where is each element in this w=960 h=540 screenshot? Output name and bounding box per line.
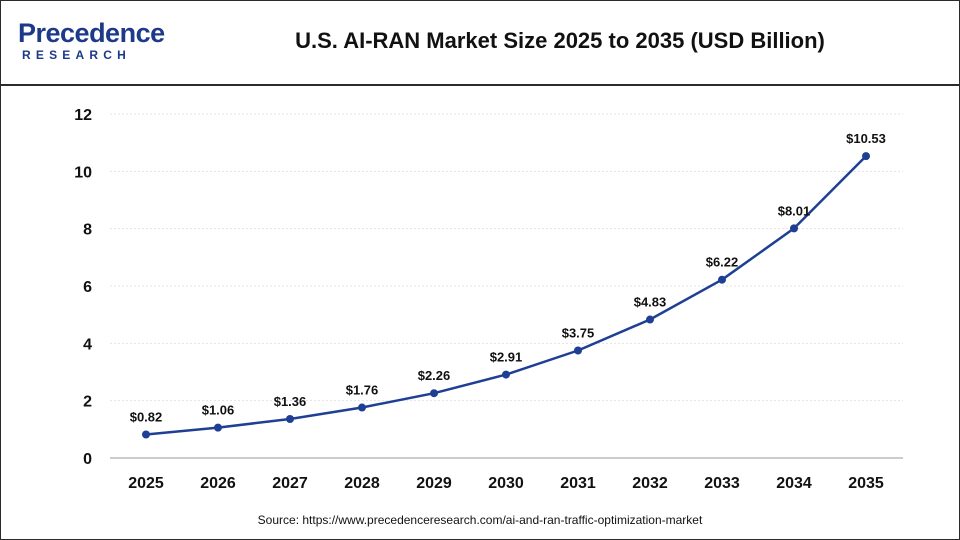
- x-tick-label: 2031: [560, 475, 596, 492]
- source-note: Source: https://www.precedenceresearch.c…: [257, 513, 703, 527]
- brand-name-bottom: RESEARCH: [22, 48, 131, 62]
- data-label: $6.22: [706, 255, 739, 270]
- data-point: [790, 224, 798, 233]
- y-tick-label: 10: [74, 164, 92, 181]
- data-point: [646, 315, 654, 324]
- data-label: $0.82: [130, 409, 163, 424]
- brand-name-top: Precedence: [18, 18, 165, 48]
- data-point: [502, 370, 510, 379]
- data-label: $2.91: [490, 350, 523, 365]
- y-tick-label: 4: [83, 336, 92, 353]
- x-tick-label: 2030: [488, 475, 524, 492]
- y-tick-label: 12: [74, 107, 92, 124]
- data-point: [286, 415, 294, 424]
- x-tick-label: 2035: [848, 475, 884, 492]
- x-tick-label: 2028: [344, 475, 380, 492]
- data-label: $1.06: [202, 403, 235, 418]
- brand-logo: Precedence RESEARCH: [18, 18, 168, 66]
- data-label: $1.36: [274, 394, 307, 409]
- y-tick-label: 8: [83, 222, 92, 239]
- x-tick-label: 2027: [272, 475, 308, 492]
- x-tick-label: 2029: [416, 475, 452, 492]
- data-point: [862, 152, 870, 161]
- y-tick-label: 0: [83, 451, 92, 468]
- header: Precedence RESEARCH U.S. AI-RAN Market S…: [0, 0, 960, 86]
- line-chart: 0 2 4 6 8 10 12 2025 2026 2027 2028 2029 2030 2031 203…: [74, 107, 903, 492]
- data-point: [214, 423, 222, 432]
- data-label: $8.01: [778, 203, 811, 218]
- data-label: $2.26: [418, 368, 451, 383]
- x-tick-label: 2026: [200, 475, 236, 492]
- x-tick-label: 2025: [128, 475, 164, 492]
- data-label: $10.53: [846, 131, 886, 146]
- x-tick-label: 2032: [632, 475, 668, 492]
- y-tick-label: 6: [83, 279, 92, 296]
- data-point: [142, 430, 150, 439]
- data-point: [358, 403, 366, 412]
- data-point: [430, 389, 438, 398]
- data-label: $3.75: [562, 326, 595, 341]
- data-point: [718, 275, 726, 284]
- series-line: [145, 155, 867, 436]
- data-point: [574, 346, 582, 355]
- y-tick-label: 2: [83, 394, 92, 411]
- x-tick-label: 2034: [776, 475, 812, 492]
- data-label: $4.83: [634, 295, 667, 310]
- chart-title: U.S. AI-RAN Market Size 2025 to 2035 (US…: [295, 28, 825, 53]
- x-tick-label: 2033: [704, 475, 740, 492]
- data-label: $1.76: [346, 383, 379, 398]
